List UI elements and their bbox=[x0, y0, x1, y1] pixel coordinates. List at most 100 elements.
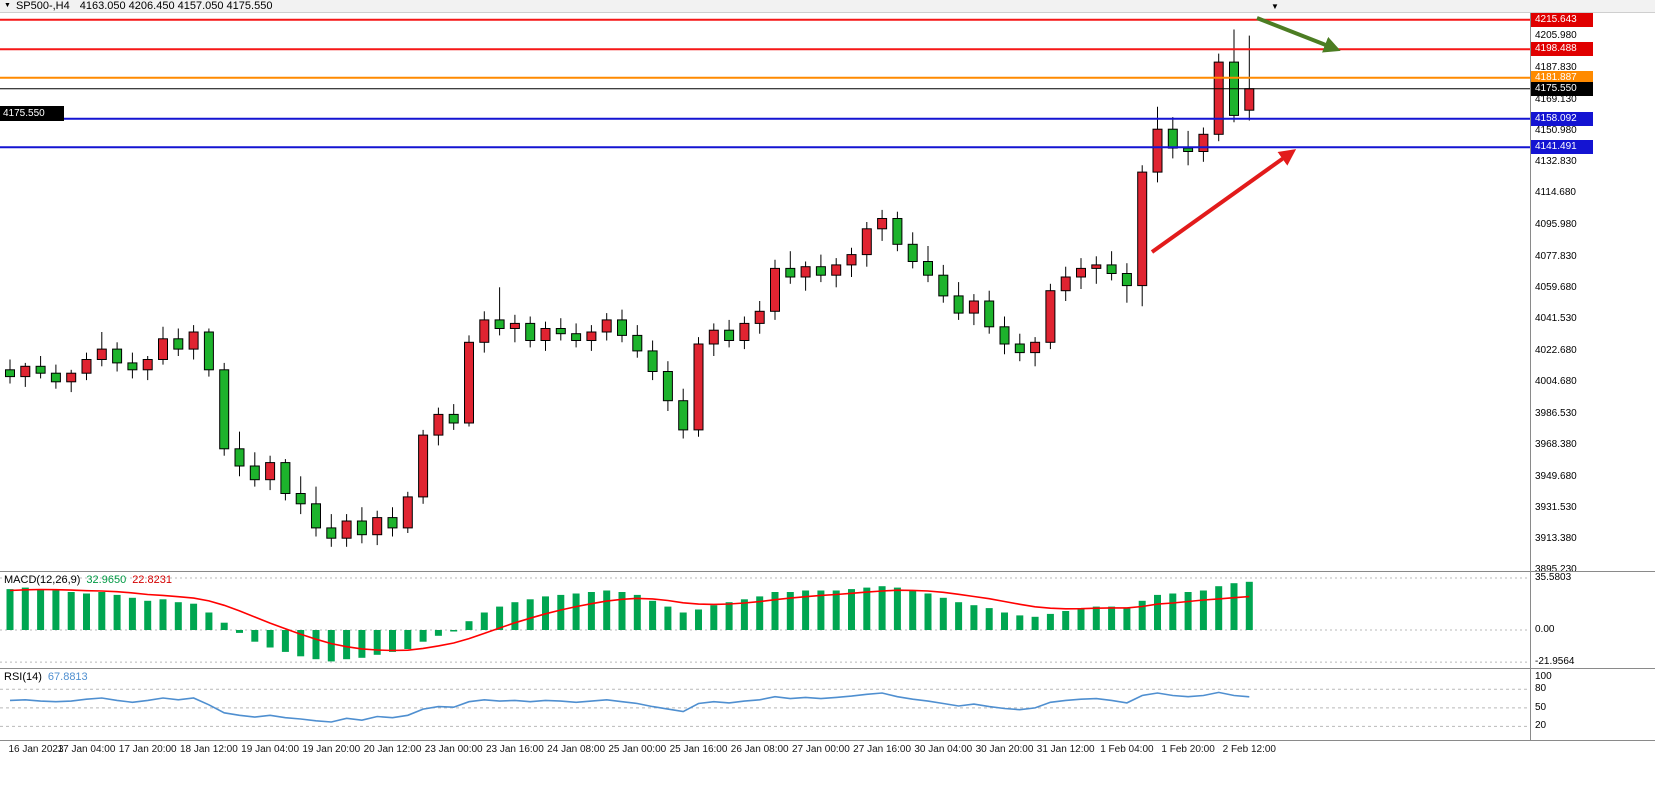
candle bbox=[938, 274, 949, 297]
candle bbox=[800, 266, 811, 278]
candle bbox=[1213, 61, 1224, 135]
rsi-label: RSI(14) bbox=[4, 671, 42, 683]
rsi-plot bbox=[0, 669, 1530, 740]
candle bbox=[617, 319, 627, 336]
time-label: 16 Jan 2023 bbox=[8, 744, 64, 755]
symbol-period-label: SP500-,H4 bbox=[15, 0, 70, 12]
macd-histogram-bar bbox=[419, 630, 427, 642]
macd-histogram-bar bbox=[21, 587, 29, 630]
macd-histogram-bar bbox=[251, 630, 259, 642]
candle bbox=[1106, 264, 1117, 274]
macd-histogram-bar bbox=[373, 630, 381, 655]
macd-histogram-bar bbox=[1077, 608, 1085, 630]
rsi-panel[interactable]: RSI(14) 67.8813 bbox=[0, 669, 1530, 740]
price-tick: 4187.830 bbox=[1535, 61, 1577, 73]
rsi-line bbox=[9, 691, 1250, 723]
macd-panel[interactable]: MACD(12,26,9) 32.9650 22.8231 bbox=[0, 572, 1530, 668]
macd-histogram-bar bbox=[358, 630, 366, 658]
macd-histogram-bar bbox=[924, 593, 932, 630]
macd-histogram-bar bbox=[587, 592, 595, 630]
candle bbox=[984, 300, 995, 328]
macd-histogram-bar bbox=[664, 606, 672, 630]
price-tick: 4041.530 bbox=[1535, 313, 1577, 324]
candle bbox=[311, 503, 321, 529]
candle bbox=[341, 520, 352, 539]
macd-histogram-bar bbox=[695, 609, 702, 630]
time-label: 1 Feb 20:00 bbox=[1161, 744, 1215, 755]
macd-histogram-bar bbox=[618, 592, 626, 630]
macd-histogram-bar bbox=[633, 594, 641, 630]
candle bbox=[785, 267, 796, 278]
candle bbox=[1076, 267, 1086, 278]
candle bbox=[295, 493, 306, 505]
macd-histogram-bar bbox=[52, 590, 60, 630]
macd-histogram-bar bbox=[128, 597, 136, 630]
price-badge: 4215.643 bbox=[1531, 12, 1593, 27]
macd-histogram-bar bbox=[511, 602, 519, 630]
candle bbox=[739, 322, 750, 341]
bullish-trend-arrow[interactable] bbox=[1150, 149, 1297, 254]
candle bbox=[1137, 171, 1148, 287]
macd-plot bbox=[0, 572, 1530, 668]
candle bbox=[173, 338, 184, 350]
candlestick-chart bbox=[0, 16, 1530, 547]
ohlc-readout: 4163.050 4206.450 4157.050 4175.550 bbox=[79, 0, 273, 12]
macd-histogram-bar bbox=[817, 590, 825, 630]
macd-histogram-bar bbox=[955, 602, 963, 630]
price-tick: 4205.980 bbox=[1535, 30, 1577, 42]
time-label: 19 Jan 04:00 bbox=[241, 744, 299, 755]
left-price-badge: 4175.550 bbox=[0, 106, 64, 121]
candle bbox=[540, 328, 551, 341]
candle bbox=[1244, 88, 1255, 111]
macd-histogram-bar bbox=[236, 630, 243, 633]
price-axis[interactable]: 4205.980 4187.830 4169.130 4150.980 4132.830… bbox=[1530, 0, 1655, 740]
macd-histogram-bar bbox=[572, 593, 580, 630]
candle bbox=[861, 228, 872, 256]
time-label: 30 Jan 04:00 bbox=[914, 744, 973, 755]
macd-histogram-bar bbox=[434, 630, 442, 636]
candle bbox=[479, 319, 490, 343]
candle bbox=[509, 322, 520, 329]
candle bbox=[724, 329, 735, 342]
price-badge: 4158.092 bbox=[1531, 111, 1593, 126]
bearish-projection-arrow[interactable] bbox=[1256, 16, 1341, 53]
candle bbox=[280, 462, 291, 495]
time-axis[interactable]: 16 Jan 2023 17 Jan 04:00 17 Jan 20:00 18 Ja… bbox=[0, 741, 1655, 759]
price-tick: 4095.980 bbox=[1535, 219, 1577, 231]
chart-shift-icon[interactable]: ▼ bbox=[1271, 2, 1279, 11]
macd-histogram-bar bbox=[725, 602, 733, 630]
candle bbox=[601, 319, 612, 333]
macd-histogram-bar bbox=[832, 590, 840, 630]
candle bbox=[892, 218, 903, 245]
price-tick: 4169.130 bbox=[1535, 93, 1577, 105]
candle bbox=[96, 348, 107, 361]
candle bbox=[877, 218, 888, 230]
candle bbox=[968, 300, 979, 314]
macd-histogram-bar bbox=[786, 592, 794, 630]
time-label: 2 Feb 12:00 bbox=[1222, 744, 1276, 755]
macd-histogram-bar bbox=[1123, 608, 1131, 630]
symbol-dropdown-icon[interactable]: ▼ bbox=[4, 2, 11, 9]
panel-separator bbox=[0, 740, 1655, 741]
macd-histogram-bar bbox=[1046, 613, 1054, 630]
panel-separator bbox=[0, 571, 1655, 572]
price-badge: 4198.488 bbox=[1531, 42, 1593, 57]
rsi-scale-label: 80 bbox=[1535, 683, 1547, 695]
candle bbox=[219, 369, 230, 450]
time-label: 25 Jan 00:00 bbox=[608, 744, 667, 755]
candle bbox=[433, 413, 444, 436]
candle bbox=[831, 264, 842, 276]
macd-histogram-bar bbox=[343, 630, 351, 660]
candle bbox=[555, 328, 566, 335]
macd-histogram-bar bbox=[480, 612, 488, 630]
macd-histogram-bar bbox=[526, 599, 534, 630]
macd-histogram-bar bbox=[1016, 615, 1024, 630]
main-chart-area[interactable] bbox=[0, 13, 1530, 571]
macd-histogram-bar bbox=[67, 592, 75, 630]
macd-histogram-bar bbox=[1169, 593, 1177, 630]
macd-histogram-bar bbox=[312, 630, 320, 660]
candle bbox=[815, 266, 826, 276]
macd-histogram-bar bbox=[1001, 612, 1008, 630]
macd-label-row: MACD(12,26,9) 32.9650 22.8231 bbox=[4, 574, 172, 586]
price-tick: 3968.380 bbox=[1535, 438, 1577, 450]
